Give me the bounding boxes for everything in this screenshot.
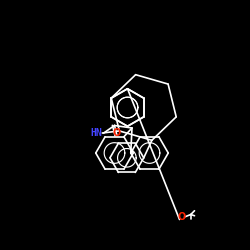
Text: HN: HN (90, 128, 102, 138)
Text: O: O (113, 128, 121, 138)
Text: O: O (178, 212, 186, 222)
